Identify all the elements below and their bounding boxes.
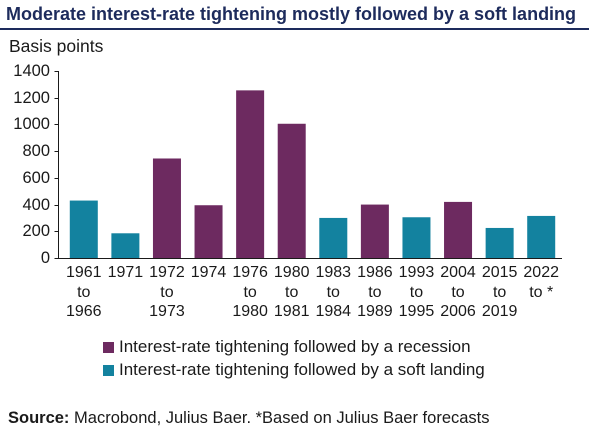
bar-1972-to-1973 [152, 158, 181, 258]
bar-1986-to-1989 [360, 204, 389, 258]
source-note: Source: Macrobond, Julius Baer. *Based o… [8, 407, 490, 429]
bar-1971 [111, 233, 140, 258]
x-tick-label-1976-to-1980: 1976 to 1980 [232, 264, 268, 320]
legend-label-recession: Interest-rate tightening followed by a r… [119, 337, 471, 356]
y-tick-label-400: 400 [22, 195, 50, 214]
source-text: Macrobond, Julius Baer. *Based on Julius… [74, 409, 490, 427]
x-tick-label-2015-to-2019: 2015 to 2019 [481, 264, 518, 320]
y-tick-label-1000: 1000 [13, 115, 50, 134]
legend-label-soft-landing: Interest-rate tightening followed by a s… [119, 360, 485, 379]
x-tick-label-1961-to-1966: 1961 to 1966 [65, 264, 102, 320]
y-tick-label-200: 200 [22, 222, 50, 241]
legend-item-recession: Interest-rate tightening followed by a r… [103, 337, 471, 357]
y-tick-label-600: 600 [22, 168, 50, 187]
bar-1993-to-1995 [402, 217, 431, 258]
legend-swatch-soft-landing [103, 364, 114, 376]
chart-title: Moderate interest-rate tightening mostly… [6, 4, 577, 24]
x-tick-label-1972-to-1973: 1972 to 1973 [149, 264, 185, 320]
bar-2022-to [527, 215, 556, 258]
bar-1983-to-1984 [319, 217, 348, 258]
y-tick-label-0: 0 [40, 249, 50, 267]
x-tick-label-1993-to-1995: 1993 to 1995 [398, 264, 435, 320]
x-tick-label-2004-to-2006: 2004 to 2006 [440, 264, 476, 320]
bar-1976-to-1980 [236, 90, 265, 259]
y-axis-title: Basis points [9, 36, 104, 56]
bar-1961-to-1966 [69, 200, 98, 258]
y-tick-label-1200: 1200 [13, 88, 50, 107]
bar-2015-to-2019 [485, 227, 514, 258]
bar-1980-to-1981 [277, 123, 306, 258]
source-label: Source: [8, 409, 70, 427]
x-tick-label-1974: 1974 [190, 264, 227, 281]
title-divider [0, 28, 589, 30]
bar-1974 [194, 205, 223, 258]
x-tick-label-1971: 1971 [107, 264, 144, 281]
y-tick-label-1400: 1400 [13, 62, 50, 80]
x-tick-label-2022-to: 2022 to * [523, 264, 559, 301]
y-tick-label-800: 800 [22, 142, 50, 161]
x-tick-label-1983-to-1984: 1983 to 1984 [315, 264, 352, 320]
x-tick-label-1980-to-1981: 1980 to 1981 [273, 264, 310, 320]
bar-2004-to-2006 [444, 201, 473, 258]
x-tick-label-1986-to-1989: 1986 to 1989 [357, 264, 393, 320]
legend-swatch-recession [103, 341, 114, 353]
legend-item-soft-landing: Interest-rate tightening followed by a s… [103, 360, 485, 380]
